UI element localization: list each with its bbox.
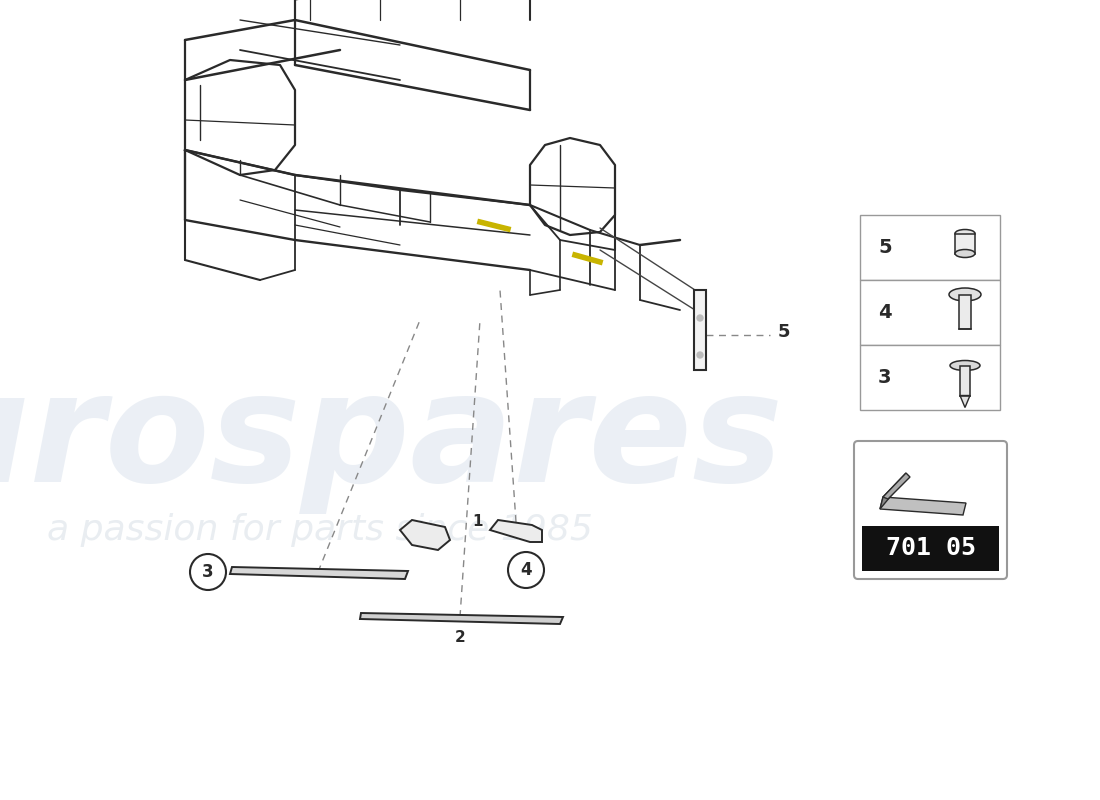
- Polygon shape: [883, 473, 910, 499]
- Text: 1: 1: [472, 514, 483, 530]
- Circle shape: [697, 315, 703, 321]
- Text: 5: 5: [778, 323, 791, 341]
- Ellipse shape: [950, 361, 980, 370]
- Bar: [960, 366, 970, 395]
- Circle shape: [508, 552, 544, 588]
- Ellipse shape: [949, 288, 981, 301]
- Circle shape: [190, 554, 226, 590]
- Bar: [955, 234, 975, 254]
- Text: a passion for parts since 1985: a passion for parts since 1985: [47, 513, 593, 547]
- Text: 5: 5: [878, 238, 892, 257]
- Polygon shape: [400, 520, 450, 550]
- FancyBboxPatch shape: [854, 441, 1006, 579]
- Text: 2: 2: [454, 630, 465, 645]
- Polygon shape: [230, 567, 408, 579]
- Bar: [959, 294, 971, 329]
- Bar: [860, 215, 1000, 280]
- Ellipse shape: [955, 230, 975, 238]
- Polygon shape: [490, 520, 542, 542]
- Polygon shape: [960, 395, 970, 407]
- Text: eurospares: eurospares: [0, 366, 783, 514]
- Polygon shape: [360, 613, 563, 624]
- Text: 701 05: 701 05: [886, 536, 976, 560]
- Polygon shape: [880, 473, 906, 509]
- Text: 4: 4: [520, 561, 531, 579]
- Text: 3: 3: [202, 563, 213, 581]
- Ellipse shape: [955, 250, 975, 258]
- Bar: [860, 345, 1000, 410]
- Bar: [694, 290, 706, 370]
- Polygon shape: [880, 497, 966, 515]
- Text: 4: 4: [878, 303, 892, 322]
- Bar: [860, 280, 1000, 345]
- Bar: [862, 526, 999, 571]
- Circle shape: [697, 352, 703, 358]
- Text: 3: 3: [878, 368, 891, 387]
